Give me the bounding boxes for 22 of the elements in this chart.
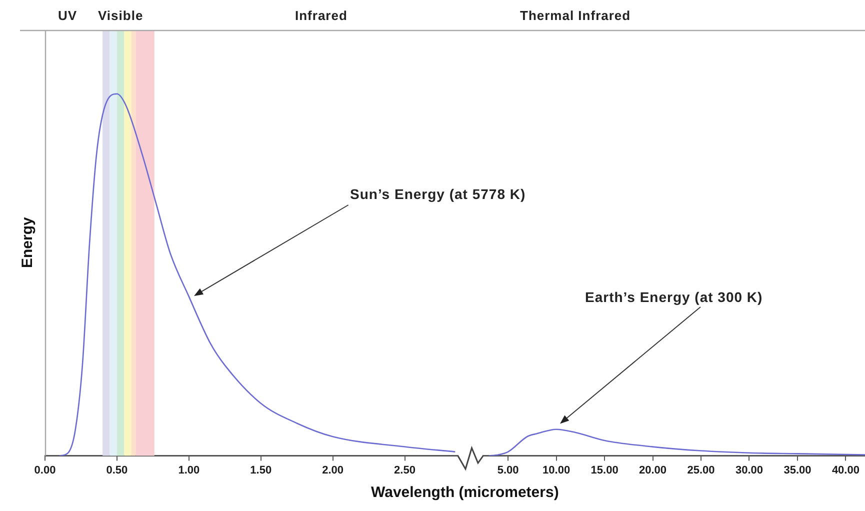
x-tick-label: 2.50 <box>394 464 416 476</box>
y-axis-title: Energy <box>19 218 36 268</box>
x-tick-label: 25.00 <box>687 464 715 476</box>
annotation: Sun’s Energy (at 5778 K) <box>350 186 526 202</box>
text: Earth’s Energy (at 300 K) <box>585 289 763 305</box>
x-tick-label: 20.00 <box>639 464 667 476</box>
x-tick-label: 0.00 <box>34 464 56 476</box>
x-tick-label: 1.00 <box>178 464 200 476</box>
x-tick-label: 5.00 <box>497 464 519 476</box>
x-tick-label: 1.50 <box>250 464 272 476</box>
x-tick-label: 40.00 <box>832 464 860 476</box>
text: Visible <box>98 8 144 23</box>
x-tick-label: 15.00 <box>590 464 618 476</box>
x-tick-label: 30.00 <box>735 464 764 476</box>
x-tick-label: 2.00 <box>322 464 344 476</box>
x-tick-label: 35.00 <box>784 464 812 476</box>
x-tick-label: 0.50 <box>106 464 128 476</box>
text: Thermal Infrared <box>520 8 631 23</box>
text: Infrared <box>295 8 348 23</box>
x-tick-label: 10.00 <box>542 464 570 476</box>
x-axis-title: Wavelength (micrometers) <box>371 484 559 501</box>
text: UV <box>58 8 78 23</box>
